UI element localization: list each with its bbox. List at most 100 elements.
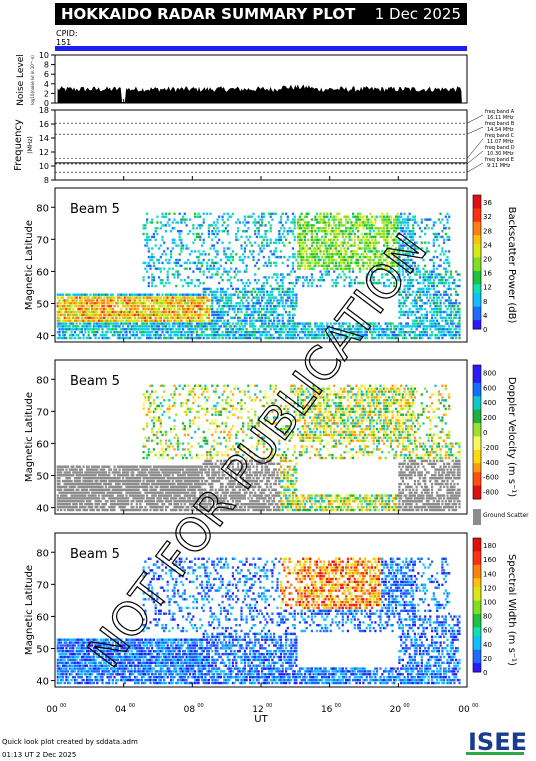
heatmap-cell xyxy=(364,250,367,253)
heatmap-cell xyxy=(122,500,125,503)
heatmap-cell xyxy=(406,224,410,227)
heatmap-cell xyxy=(237,287,240,291)
heatmap-cell xyxy=(309,261,312,265)
heatmap-cell xyxy=(322,218,325,221)
heatmap-cell xyxy=(103,333,106,337)
heatmap-cell xyxy=(345,230,348,233)
heatmap-cell xyxy=(389,331,392,334)
heatmap-cell xyxy=(240,333,243,337)
heatmap-cell xyxy=(279,296,283,299)
heatmap-cell xyxy=(369,221,372,224)
heatmap-cell xyxy=(235,267,238,270)
heatmap-cell xyxy=(357,212,360,215)
heatmap-cell xyxy=(257,215,260,218)
heatmap-cell xyxy=(446,221,449,224)
heatmap-cell xyxy=(128,319,131,322)
heatmap-cell xyxy=(300,253,303,256)
heatmap-cell xyxy=(170,331,173,334)
heatmap-cell xyxy=(72,491,75,494)
heatmap-cell xyxy=(259,293,262,296)
heatmap-cell xyxy=(134,328,137,331)
heatmap-cell xyxy=(398,302,401,305)
heatmap-cell xyxy=(297,255,300,259)
heatmap-cell xyxy=(273,253,276,256)
heatmap-cell xyxy=(68,322,71,325)
heatmap-cell xyxy=(422,281,425,285)
heatmap-cell xyxy=(103,305,106,308)
heatmap-cell xyxy=(269,319,272,322)
heatmap-cell xyxy=(159,305,162,308)
heatmap-cell xyxy=(408,331,411,334)
heatmap-cell xyxy=(209,333,212,337)
heatmap-cell xyxy=(333,264,336,267)
heatmap-cell xyxy=(398,305,401,308)
heatmap-cell xyxy=(235,238,238,241)
heatmap-cell xyxy=(252,307,255,311)
heatmap-cell xyxy=(283,325,286,328)
heatmap-cell xyxy=(137,319,140,322)
heatmap-cell xyxy=(190,307,193,311)
heatmap-cell xyxy=(333,336,336,340)
heatmap-cell xyxy=(333,244,336,247)
heatmap-cell xyxy=(401,261,404,265)
heatmap-cell xyxy=(175,310,178,314)
heatmap-cell xyxy=(130,485,133,489)
heatmap-cell xyxy=(398,247,401,250)
heatmap-cell xyxy=(269,293,272,296)
heatmap-cell xyxy=(147,333,150,337)
heatmap-cell xyxy=(65,474,68,477)
heatmap-cell xyxy=(444,333,447,337)
heatmap-cell xyxy=(257,328,260,331)
heatmap-cell xyxy=(166,261,169,265)
heatmap-cell xyxy=(267,325,271,328)
heatmap-cell xyxy=(108,494,111,497)
heatmap-cell xyxy=(109,497,113,500)
heatmap-cell xyxy=(329,258,332,262)
heatmap-cell xyxy=(336,232,339,236)
heatmap-cell xyxy=(271,310,274,314)
heatmap-cell xyxy=(408,264,411,267)
heatmap-cell xyxy=(75,328,78,331)
heatmap-cell xyxy=(224,290,228,293)
heatmap-cell xyxy=(134,316,137,319)
heatmap-cell xyxy=(147,281,150,285)
heatmap-cell xyxy=(431,270,434,273)
heatmap-cell xyxy=(297,224,300,227)
heatmap-cell xyxy=(58,316,61,319)
heatmap-cell xyxy=(291,307,295,311)
heatmap-cell xyxy=(65,299,68,302)
heatmap-cell xyxy=(340,224,343,227)
heatmap-cell xyxy=(303,279,307,282)
heatmap-cell xyxy=(104,474,107,477)
heatmap-cell xyxy=(422,290,425,293)
heatmap-cell xyxy=(288,331,291,334)
heatmap-cell xyxy=(410,230,413,233)
heatmap-cell xyxy=(453,287,456,291)
heatmap-cell xyxy=(257,296,260,299)
heatmap-cell xyxy=(142,299,145,302)
heatmap-cell xyxy=(216,299,219,302)
heatmap-cell xyxy=(168,296,171,299)
heatmap-cell xyxy=(401,264,404,267)
heatmap-cell xyxy=(99,322,102,325)
heatmap-cell xyxy=(233,336,236,340)
heatmap-cell xyxy=(180,293,183,296)
heatmap-cell xyxy=(257,290,260,293)
heatmap-cell xyxy=(132,310,135,314)
heatmap-cell xyxy=(293,305,296,308)
heatmap-cell xyxy=(154,325,157,328)
heatmap-cell xyxy=(84,319,87,322)
heatmap-cell xyxy=(164,230,168,233)
heatmap-cell xyxy=(364,244,367,247)
heatmap-cell xyxy=(146,305,149,308)
heatmap-cell xyxy=(161,310,164,314)
heatmap-cell xyxy=(84,503,87,506)
heatmap-cell xyxy=(415,305,418,308)
heatmap-cell xyxy=(224,299,228,302)
heatmap-cell xyxy=(120,331,123,334)
heatmap-cell xyxy=(449,313,452,317)
heatmap-cell xyxy=(178,307,181,311)
heatmap-cell xyxy=(276,287,279,291)
heatmap-cell xyxy=(200,224,204,227)
heatmap-cell xyxy=(427,276,430,279)
